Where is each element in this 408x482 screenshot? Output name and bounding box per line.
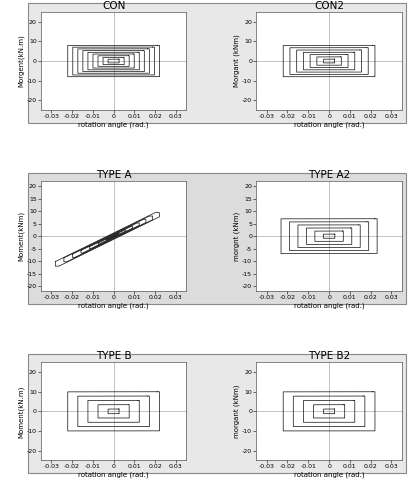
Y-axis label: morgant (kNm): morgant (kNm) xyxy=(233,385,240,438)
X-axis label: rotation angle (rad.): rotation angle (rad.) xyxy=(294,121,364,128)
Title: TYPE A: TYPE A xyxy=(96,170,131,180)
Title: TYPE B2: TYPE B2 xyxy=(308,351,350,361)
X-axis label: rotation angle (rad.): rotation angle (rad.) xyxy=(78,121,149,128)
Y-axis label: Moment(kNm): Moment(kNm) xyxy=(18,211,24,261)
X-axis label: rotation angle (rad.): rotation angle (rad.) xyxy=(78,471,149,478)
Y-axis label: morgnt (kNm): morgnt (kNm) xyxy=(233,212,240,261)
Y-axis label: Moment(kN.m): Moment(kN.m) xyxy=(18,385,24,438)
Title: TYPE A2: TYPE A2 xyxy=(308,170,350,180)
Y-axis label: Morgant (kNm): Morgant (kNm) xyxy=(233,35,240,87)
X-axis label: rotation angle (rad.): rotation angle (rad.) xyxy=(294,471,364,478)
Title: CON2: CON2 xyxy=(314,0,344,11)
X-axis label: rotation angle (rad.): rotation angle (rad.) xyxy=(78,302,149,309)
Title: TYPE B: TYPE B xyxy=(96,351,131,361)
Y-axis label: Morgent(kN.m): Morgent(kN.m) xyxy=(18,35,24,87)
Title: CON: CON xyxy=(102,0,125,11)
X-axis label: rotation angle (rad.): rotation angle (rad.) xyxy=(294,302,364,309)
